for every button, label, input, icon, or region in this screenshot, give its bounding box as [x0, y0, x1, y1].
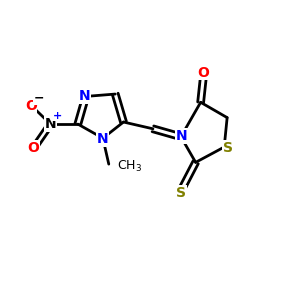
Text: O: O: [27, 141, 39, 154]
Text: N: N: [45, 117, 56, 131]
Text: N: N: [97, 132, 109, 146]
Text: N: N: [176, 129, 187, 143]
Text: CH$_3$: CH$_3$: [117, 159, 142, 174]
Text: O: O: [25, 99, 37, 113]
Text: −: −: [34, 91, 44, 104]
Text: +: +: [52, 111, 62, 121]
Text: N: N: [79, 89, 90, 103]
Text: S: S: [176, 186, 186, 200]
Text: S: S: [223, 141, 233, 154]
Text: O: O: [198, 66, 209, 80]
